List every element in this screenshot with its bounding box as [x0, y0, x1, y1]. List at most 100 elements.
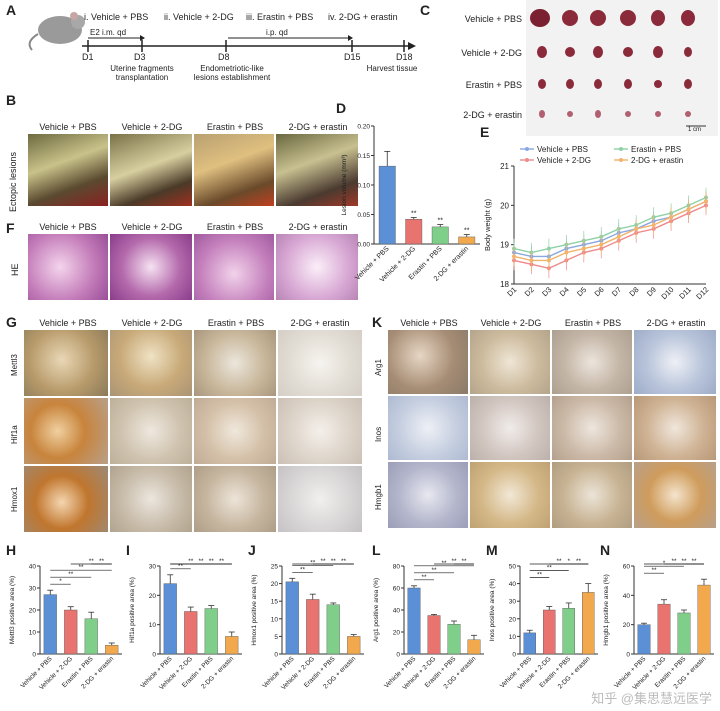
- k-image-2-1: [388, 396, 468, 460]
- y-tick-label: 20: [271, 581, 279, 588]
- c-row-3: Erastin + PBS: [465, 80, 522, 90]
- y-tick-label: 30: [509, 599, 517, 606]
- bar: [458, 236, 476, 245]
- legend-marker: [619, 158, 623, 162]
- bar: [407, 587, 421, 655]
- panel-label-d: D: [336, 100, 347, 116]
- note-establish: Endometriotic-like lesions establishment: [193, 64, 271, 82]
- data-point: [704, 199, 708, 204]
- x-tick-label: D12: [694, 285, 710, 301]
- y-tick-label: 30: [149, 564, 157, 571]
- significance-mark: **: [320, 558, 326, 565]
- ip-label: i.p. qd: [266, 28, 288, 37]
- bar: [467, 639, 481, 655]
- watermark-text: 知乎 @集思慧远医学: [591, 691, 712, 706]
- series-line: [513, 200, 707, 262]
- y-tick-label: 25: [271, 564, 279, 571]
- y-tick-label: 40: [29, 564, 37, 571]
- x-tick-label: D2: [523, 285, 536, 298]
- significance-mark: **: [547, 565, 553, 572]
- panel-label-a: A: [6, 2, 17, 18]
- bar: [378, 165, 396, 245]
- y-axis-label: Lesion volume (mm³): [341, 154, 348, 215]
- significance-mark: **: [99, 558, 105, 565]
- data-point: [564, 250, 569, 255]
- significance-mark: **: [341, 558, 347, 565]
- g-image-1-2: [110, 330, 192, 396]
- g-image-3-2: [110, 466, 192, 532]
- y-tick-label: 10: [149, 622, 157, 629]
- b-col-2: Vehicle + 2-DG: [121, 122, 183, 132]
- legend-marker: [525, 147, 529, 151]
- note-harvest: Harvest tissue: [366, 64, 418, 73]
- y-tick-label: 80: [393, 564, 401, 571]
- panel-label-h: H: [6, 542, 17, 558]
- bar: [347, 636, 361, 655]
- mouse-icon: [28, 12, 85, 51]
- bar: [431, 226, 449, 245]
- panel-label-l: L: [372, 542, 381, 558]
- y-tick-label: 60: [623, 564, 631, 571]
- significance-mark: **: [464, 228, 470, 235]
- bar: [184, 611, 198, 655]
- significance-mark: **: [178, 563, 184, 570]
- x-tick-label: D11: [677, 285, 693, 301]
- data-point: [581, 246, 586, 251]
- data-point: [529, 258, 534, 263]
- g-image-1-3: [194, 330, 276, 396]
- y-axis-label: Body weight (g): [483, 198, 492, 251]
- bar: [447, 624, 461, 655]
- bar: [677, 612, 691, 655]
- bar: [523, 632, 536, 655]
- bar: [657, 603, 671, 655]
- series-line: [513, 196, 707, 254]
- b-col-4: 2-DG + erastin: [288, 122, 348, 132]
- g-col-1: Vehicle + PBS: [39, 318, 97, 328]
- y-tick-label: 40: [623, 593, 631, 600]
- significance-mark: **: [451, 558, 457, 565]
- bar: [562, 608, 575, 655]
- significance-mark: **: [441, 560, 447, 567]
- panel-label-m: M: [486, 542, 498, 558]
- k-image-2-3: [552, 396, 632, 460]
- c-row-2: Vehicle + 2-DG: [461, 48, 522, 58]
- bar: [697, 584, 711, 655]
- significance-mark: **: [461, 558, 467, 565]
- bar: [326, 604, 340, 655]
- significance-mark: **: [300, 566, 306, 573]
- bar: [204, 608, 218, 655]
- legend-label: 2-DG + erastin: [631, 156, 683, 165]
- panel-label-g: G: [6, 314, 17, 330]
- g-image-3-1: [24, 466, 108, 532]
- bar: [637, 624, 651, 655]
- y-tick-label: 30: [29, 586, 37, 593]
- significance-mark: **: [198, 558, 204, 565]
- y-tick-label: 0: [152, 652, 156, 659]
- y-axis-label: Arg1 positive area (%): [373, 578, 380, 642]
- y-tick-label: 40: [509, 581, 517, 588]
- significance-mark: **: [209, 558, 215, 565]
- ectopic-image-2: [110, 134, 192, 206]
- significance-mark: **: [89, 558, 95, 565]
- bar: [405, 219, 423, 245]
- bar: [306, 599, 320, 655]
- y-axis-label: Inos positive area (%): [489, 579, 496, 642]
- panel-label-b: B: [6, 92, 17, 108]
- bar: [43, 594, 57, 655]
- k-col-4: 2-DG + erastin: [646, 318, 706, 328]
- y-tick-label: 20: [29, 608, 37, 615]
- g-image-2-3: [194, 398, 276, 464]
- he-image-3: [194, 234, 274, 300]
- day-d18: D18: [396, 52, 413, 62]
- k-image-1-3: [552, 330, 632, 394]
- g-image-2-4: [278, 398, 362, 464]
- b-row-label: Ectopic lesions: [8, 151, 18, 212]
- x-tick-label: D9: [645, 285, 658, 298]
- k-row-2: Inos: [374, 426, 383, 442]
- ectopic-image-1: [28, 134, 108, 206]
- y-tick-label: 0: [274, 652, 278, 659]
